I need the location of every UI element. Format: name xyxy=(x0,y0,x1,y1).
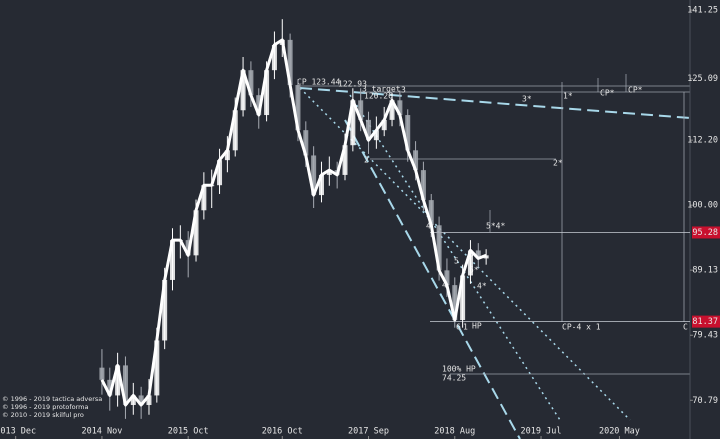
annotation: CP-4 x 1 xyxy=(562,323,601,332)
annotation: 3 xyxy=(401,86,406,95)
candle-body xyxy=(467,250,473,276)
annotation: 2 xyxy=(364,156,369,165)
candle-body xyxy=(397,100,403,116)
candle-body xyxy=(99,367,105,380)
candle-body xyxy=(460,275,466,321)
annotation: 120.26 xyxy=(364,92,393,101)
candle-body xyxy=(240,70,246,111)
candle-body xyxy=(444,270,450,286)
annotation: 4* xyxy=(477,282,487,291)
candle-body xyxy=(154,340,160,396)
annotation: CP* xyxy=(600,89,615,98)
y-tick-label: 70.79 xyxy=(692,396,718,406)
candle-body xyxy=(115,365,121,396)
y-tick-label: 89.13 xyxy=(692,266,718,276)
candle-body xyxy=(303,130,309,156)
candle-body xyxy=(436,225,442,271)
candle-body xyxy=(130,395,136,406)
annotation: 1 xyxy=(463,323,468,332)
level-badge xyxy=(692,226,720,239)
candle-body xyxy=(138,395,144,406)
candle-body xyxy=(201,185,207,211)
annotation: CP* xyxy=(628,86,643,95)
candle-body xyxy=(318,174,324,196)
candle-body xyxy=(170,240,175,280)
candle-body xyxy=(413,150,419,171)
candle-body xyxy=(381,119,387,131)
x-tick-label: 2020 May xyxy=(599,427,640,437)
level-label: 81.37 xyxy=(692,317,718,327)
annotation: 3* xyxy=(522,95,532,104)
candle-body xyxy=(287,39,293,86)
annotation: 74.25 xyxy=(442,374,466,383)
candle-body xyxy=(366,119,372,141)
x-tick-label: 2014 Nov xyxy=(81,427,122,437)
candle-body xyxy=(232,110,238,151)
y-tick-label: 125.09 xyxy=(687,74,718,84)
candle-body xyxy=(428,200,434,226)
candle-body xyxy=(420,170,426,201)
candle-body xyxy=(373,130,379,141)
x-tick-label: 2017 Sep xyxy=(348,427,389,437)
candle-body xyxy=(475,250,481,259)
drawings xyxy=(299,74,690,439)
candle-body xyxy=(193,210,199,256)
candle-body xyxy=(311,155,317,196)
x-tick-label: 2018 Aug xyxy=(434,427,475,437)
candle-body xyxy=(162,279,168,341)
credit: © 1996 - 2019 tactica adversa xyxy=(2,395,102,403)
annotation: 4 xyxy=(426,222,431,231)
annotation: CP 123.44 xyxy=(297,78,341,87)
credit: © 1996 - 2019 protoforma xyxy=(2,403,89,411)
y-tick-label: 141.25 xyxy=(687,6,718,16)
candle-body xyxy=(217,160,223,186)
candle-body xyxy=(248,70,254,96)
trend-line xyxy=(344,119,521,439)
candle-body xyxy=(326,170,332,175)
candle-body xyxy=(342,145,348,175)
y-tick-label: 100.00 xyxy=(687,201,718,211)
annotation: 1* xyxy=(563,92,573,101)
candle-body xyxy=(264,70,270,116)
level-label: 95.28 xyxy=(692,228,718,238)
level-badge xyxy=(692,315,720,328)
x-tick-label: 2019 Jul xyxy=(521,427,562,437)
credit: © 2010 - 2019 skilful pro xyxy=(2,411,84,419)
annotation: 100% HP xyxy=(442,365,476,374)
candle-body xyxy=(452,285,458,321)
annotation: 5* xyxy=(469,266,479,275)
annotation: 2* xyxy=(553,159,563,168)
annotation: C xyxy=(683,323,688,332)
trend-line xyxy=(299,87,690,119)
annotation: 5 xyxy=(454,257,459,266)
x-tick-label: 2016 Oct xyxy=(262,427,303,437)
candle-body xyxy=(350,100,356,146)
close-line xyxy=(100,38,487,407)
trend-line xyxy=(349,94,561,421)
x-tick-label: 2013 Dec xyxy=(0,427,36,437)
candle-body xyxy=(358,100,364,120)
candle-body xyxy=(389,100,395,120)
x-tick-label: 2015 Oct xyxy=(168,427,209,437)
price-series xyxy=(99,19,489,419)
candle-body xyxy=(256,95,262,116)
candle-body xyxy=(224,150,230,161)
candle-body xyxy=(405,115,411,151)
y-tick-label: 79.43 xyxy=(692,331,718,341)
y-tick-label: 112.20 xyxy=(687,136,718,146)
annotation: 3 target xyxy=(362,85,401,94)
annotation: 6 xyxy=(456,323,461,332)
annotation: HP xyxy=(472,322,482,331)
candle-body xyxy=(295,85,301,131)
annotation: 122.93 xyxy=(338,80,367,89)
candle-body xyxy=(107,379,113,396)
candle-body xyxy=(122,365,128,406)
annotation: 5*4* xyxy=(486,222,505,231)
candle-body xyxy=(146,395,152,406)
candle-body xyxy=(271,44,277,71)
